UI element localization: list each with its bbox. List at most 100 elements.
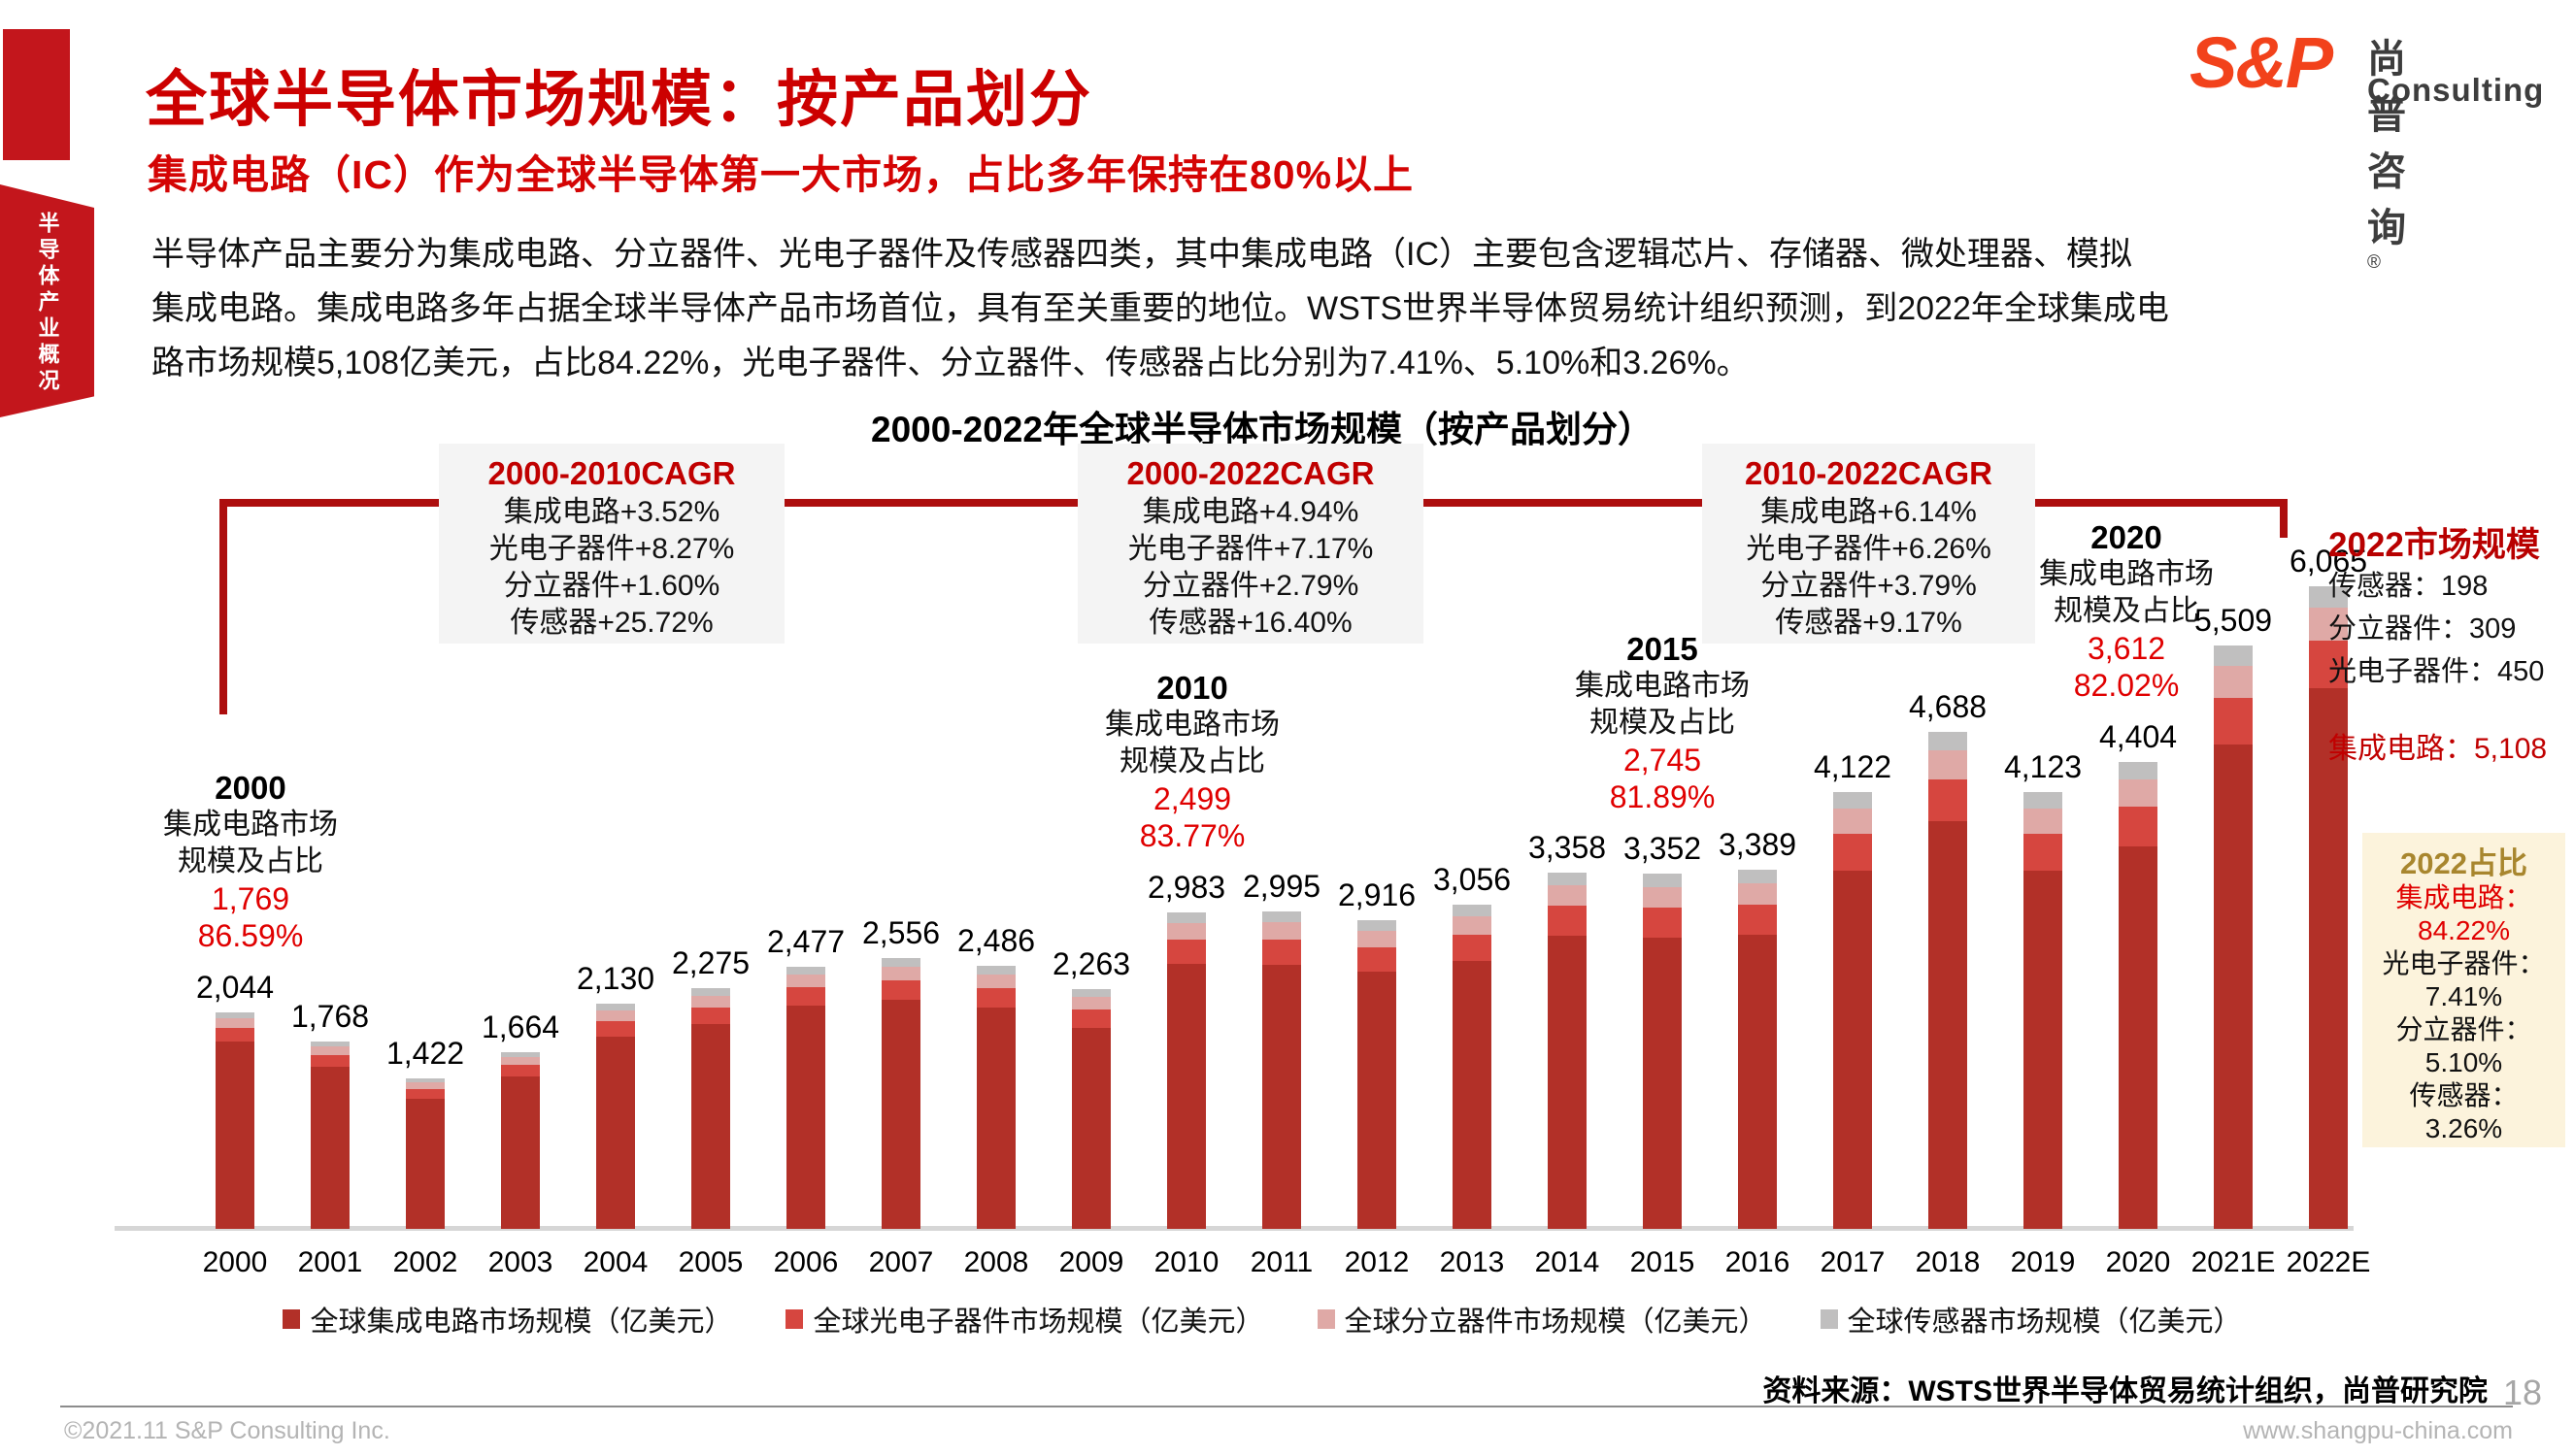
bar-segment-集成电路 [977,1008,1016,1229]
bar-segment-集成电路 [311,1067,350,1229]
callout-ic-value: 2,499 [1153,781,1232,816]
bar-segment-光电子器件 [596,1021,635,1037]
bar-segment-分立器件 [1453,916,1491,935]
bar-segment-光电子器件 [406,1089,445,1099]
chart-title: 2000-2022年全球半导体市场规模（按产品划分） [871,410,1654,449]
bar-segment-光电子器件 [1928,779,1967,821]
legend-marker-discrete [1317,1309,1335,1329]
share-label-discrete: 分立器件： [2395,1014,2532,1044]
chart-legend: 全球集成电路市场规模（亿美元） 全球光电子器件市场规模（亿美元） 全球分立器件市… [58,1299,2466,1340]
callout-ic-share: 81.89% [1609,779,1716,814]
bar-segment-光电子器件 [2119,807,2157,846]
bar-segment-光电子器件 [977,988,1016,1008]
page-subtitle: 集成电路（IC）作为全球半导体第一大市场，占比多年保持在80%以上 [148,152,1415,197]
bar-2022E [2309,586,2348,1229]
bar-segment-分立器件 [2023,809,2062,834]
bar-2020 [2119,762,2157,1229]
bar-segment-分立器件 [311,1046,350,1055]
legend-marker-ic [283,1309,301,1329]
bar-value-2019: 4,123 [2003,749,2083,784]
bar-segment-传感器 [1643,874,1682,887]
bar-segment-集成电路 [1357,972,1396,1229]
axis-label-2012: 2012 [1344,1246,1410,1278]
axis-label-2006: 2006 [773,1246,839,1278]
legend-item-opto: 全球光电子器件市场规模（亿美元） [786,1299,1264,1340]
bar-segment-光电子器件 [1643,908,1682,938]
bar-value-2022E: 6,065 [2289,544,2368,579]
bar-segment-传感器 [1833,792,1872,809]
footer-website: www.shangpu-china.com [2243,1417,2513,1444]
callout-2010: 2010 集成电路市场 规模及占比 2,499 83.77% [1066,670,1319,854]
bar-segment-集成电路 [1833,871,1872,1229]
bar-segment-分立器件 [977,975,1016,988]
panel-2022-share: 2022占比 集成电路： 84.22% 光电子器件： 7.41% 分立器件： 5… [2362,833,2565,1147]
bar-value-2000: 2,044 [195,970,275,1005]
bar-2018 [1928,732,1967,1229]
cagr-line: 传感器+25.72% [510,607,714,639]
bar-2006 [786,967,825,1229]
bar-2011 [1262,911,1301,1229]
corner-accent-square [3,29,70,160]
bar-value-2011: 2,995 [1242,869,1321,904]
bar-segment-分立器件 [2214,666,2253,698]
body-paragraph: 半导体产品主要分为集成电路、分立器件、光电子器件及传感器四类，其中集成电路（IC… [151,227,2482,390]
bar-segment-光电子器件 [216,1028,254,1042]
share-value-discrete: 5.10% [2424,1047,2503,1077]
bar-segment-分立器件 [596,1010,635,1021]
legend-label: 全球光电子器件市场规模（亿美元） [813,1307,1264,1338]
bar-segment-光电子器件 [691,1008,730,1024]
bar-segment-传感器 [1167,912,1206,923]
bar-segment-集成电路 [2119,846,2157,1229]
bar-segment-传感器 [691,988,730,996]
bar-2014 [1548,873,1587,1229]
axis-label-2018: 2018 [1915,1246,1981,1278]
bracket-line-right [2280,499,2288,538]
callout-ic-share: 82.02% [2073,668,2180,703]
bar-value-2008: 2,486 [956,923,1036,958]
bar-2015 [1643,874,1682,1229]
axis-label-2010: 2010 [1153,1246,1220,1278]
bar-segment-分立器件 [216,1018,254,1028]
footer-copyright: ©2021.11 S&P Consulting Inc. [64,1417,390,1444]
page-title: 全球半导体市场规模：按产品划分 [146,66,1092,134]
callout-text: 集成电路市场 [1575,670,1750,702]
callout-ic-share: 83.77% [1139,818,1246,853]
bar-value-2005: 2,275 [671,945,751,980]
bar-segment-传感器 [311,1042,350,1046]
bar-segment-集成电路 [691,1024,730,1229]
bar-2017 [1833,792,1872,1229]
axis-label-2019: 2019 [2010,1246,2076,1278]
cagr-line: 传感器+16.40% [1149,607,1353,639]
share-label-sensor: 传感器： [2409,1080,2519,1110]
bar-segment-光电子器件 [2309,641,2348,688]
callout-text: 集成电路市场 [163,809,338,841]
bar-segment-集成电路 [406,1099,445,1229]
bar-segment-传感器 [977,966,1016,975]
axis-label-2003: 2003 [487,1246,553,1278]
data-source-note: 资料来源：WSTS世界半导体贸易统计组织，尚普研究院 [1762,1375,2488,1407]
callout-text: 集成电路市场 [2039,558,2214,590]
bar-2001 [311,1042,350,1229]
bar-segment-分立器件 [1357,931,1396,947]
bar-segment-光电子器件 [1453,935,1491,961]
bar-segment-传感器 [1453,905,1491,916]
callout-year: 2000 [215,770,286,806]
callout-text: 规模及占比 [1120,745,1265,778]
bar-2010 [1167,912,1206,1229]
bar-segment-分立器件 [1262,922,1301,940]
axis-label-2011: 2011 [1250,1246,1314,1278]
bar-segment-光电子器件 [2214,698,2253,745]
bar-segment-集成电路 [2023,871,2062,1229]
bar-segment-集成电路 [2309,688,2348,1229]
callout-ic-value: 2,745 [1622,743,1702,778]
cagr-box-title: 2010-2022CAGR [1745,455,1992,491]
axis-label-2000: 2000 [202,1246,268,1278]
bar-segment-光电子器件 [1072,1009,1111,1028]
bar-segment-分立器件 [1072,997,1111,1009]
bar-segment-光电子器件 [501,1065,540,1076]
panel-title: 2022市场规模 [2328,526,2540,564]
bar-segment-光电子器件 [311,1055,350,1067]
bar-segment-传感器 [1072,989,1111,997]
panel-line-opto: 光电子器件：450 [2328,656,2545,687]
legend-item-sensor: 全球传感器市场规模（亿美元） [1820,1299,2242,1340]
